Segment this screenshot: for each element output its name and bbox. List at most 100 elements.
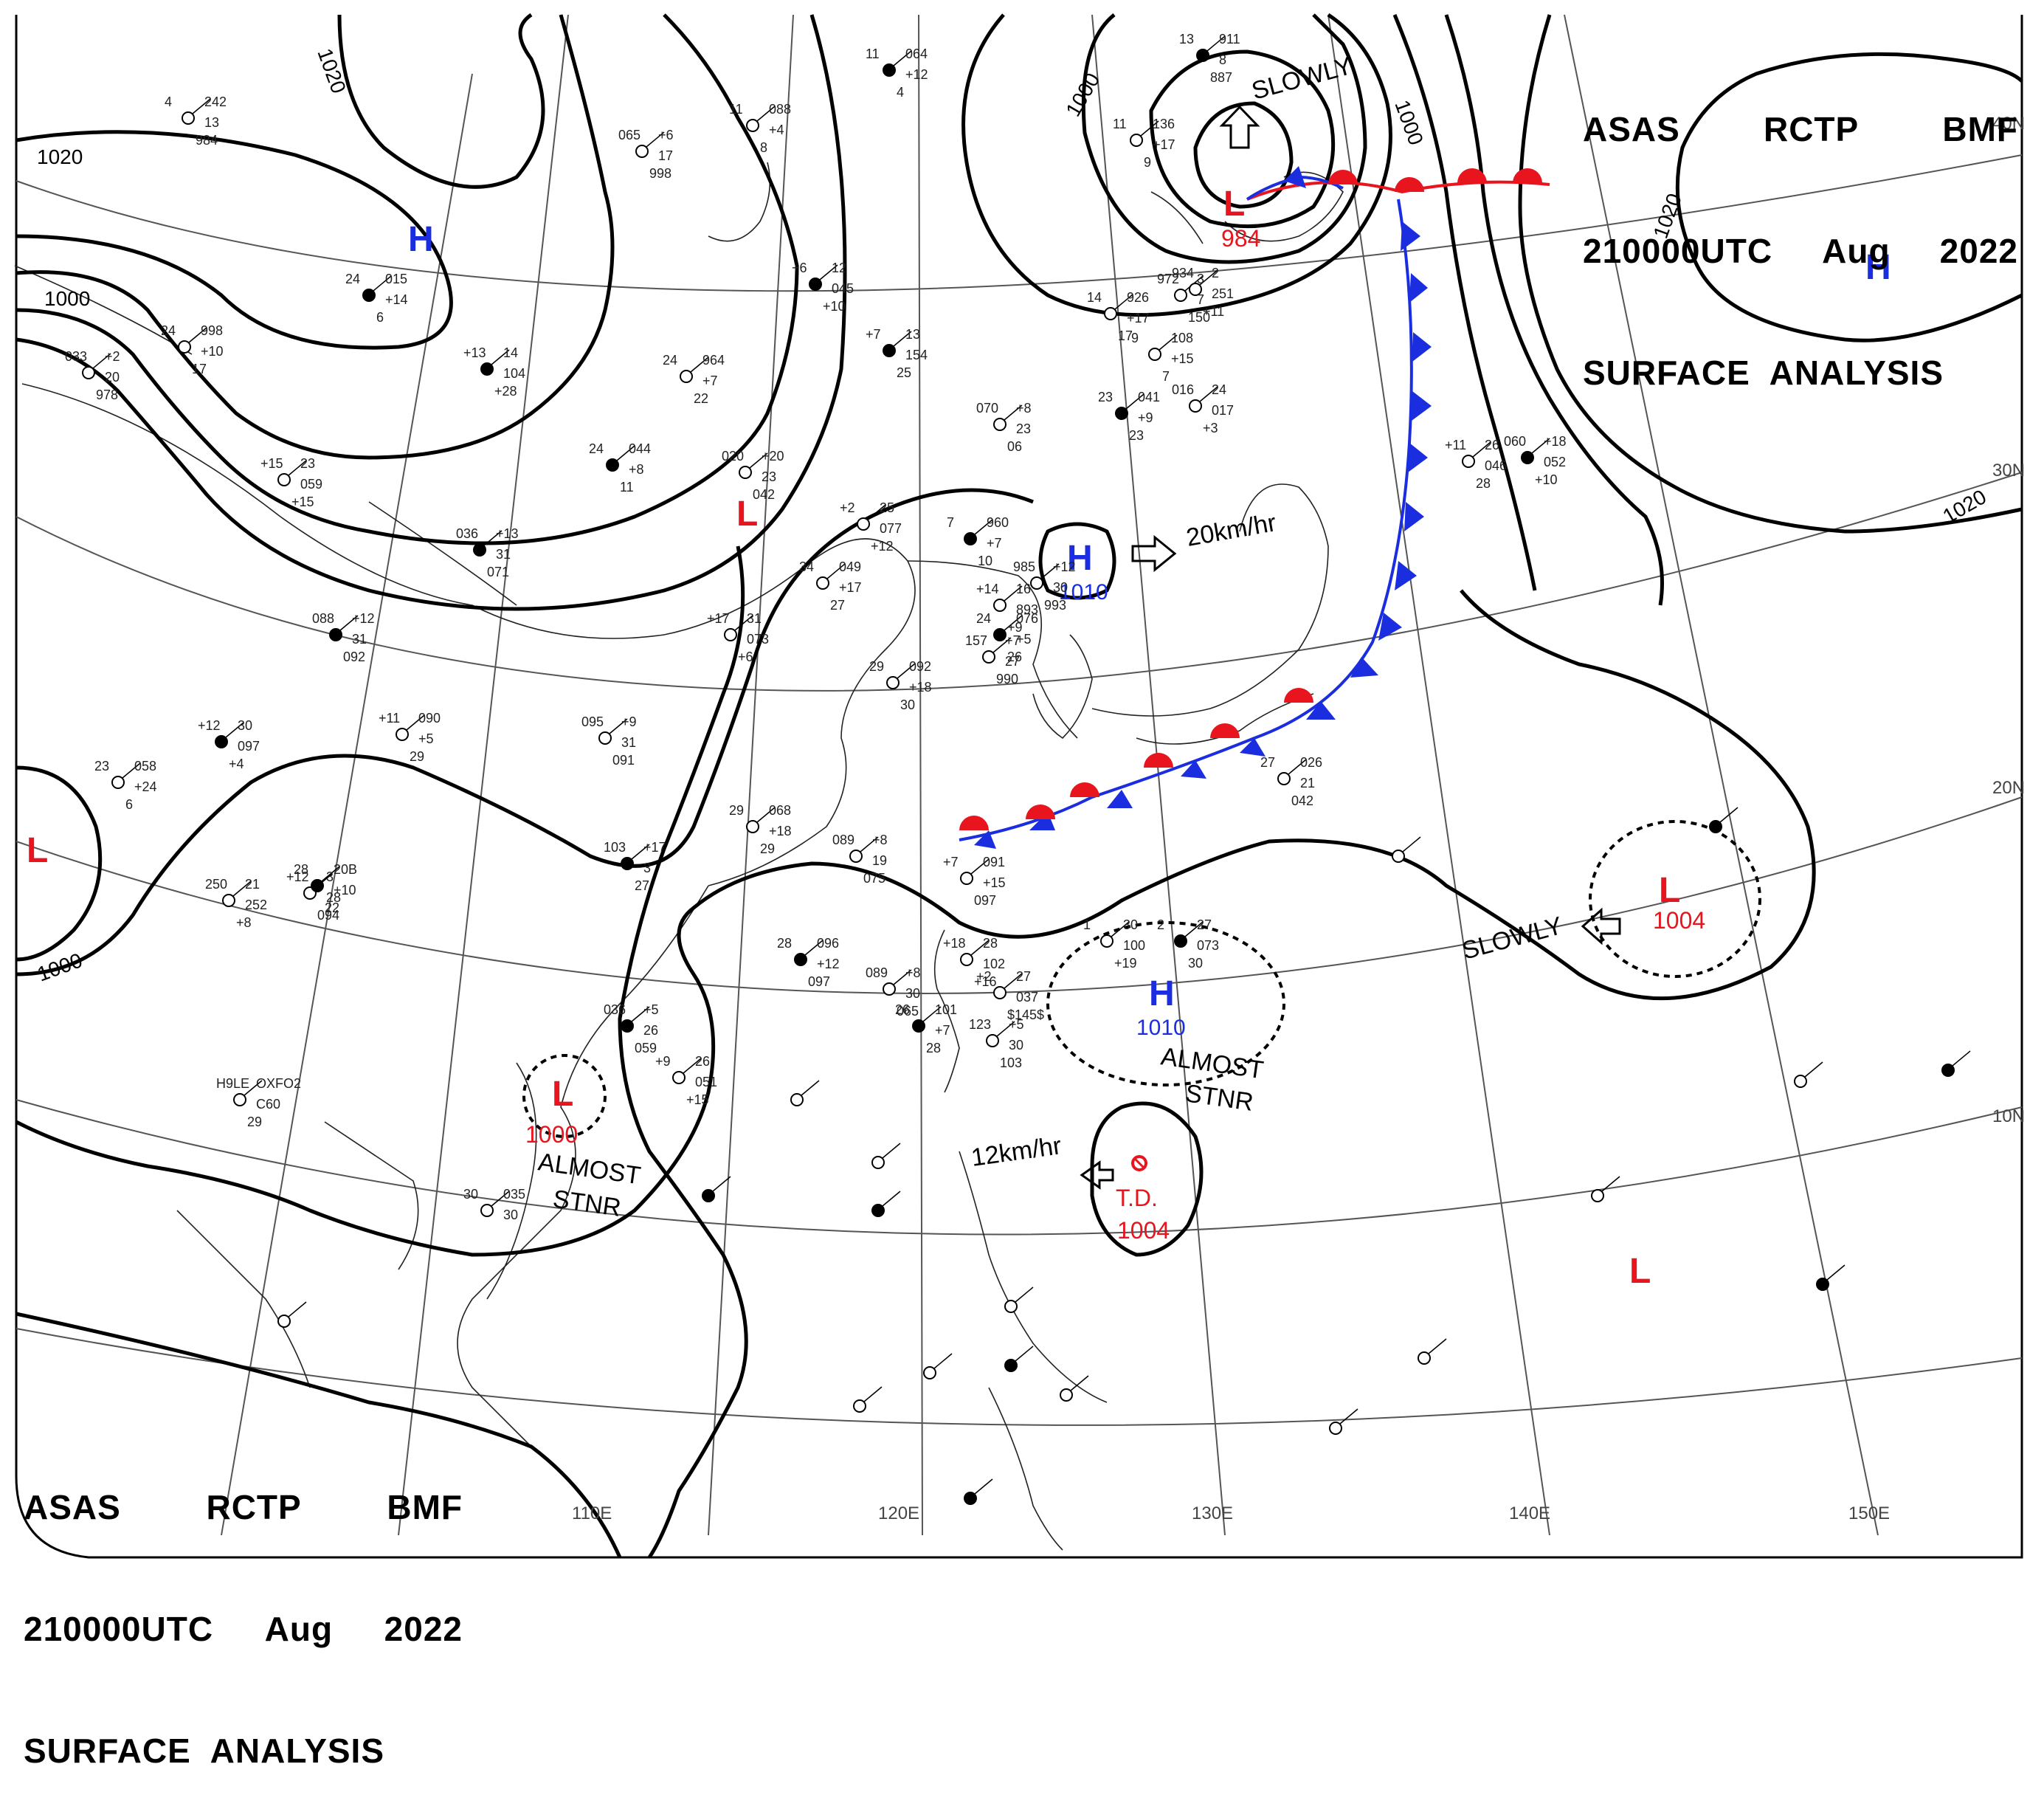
station-value: +18: [1544, 434, 1567, 449]
station-value: 17: [192, 362, 207, 376]
station-circle: [993, 599, 1007, 612]
station-value: 4: [897, 85, 904, 100]
station-circle: [480, 1204, 494, 1217]
station-circle: [178, 340, 191, 354]
station-circle: [621, 1019, 634, 1033]
wind-barb: [974, 1478, 993, 1495]
station-value: OXFO2: [256, 1076, 301, 1091]
wind-barb: [734, 615, 753, 631]
station-value: +8: [872, 833, 888, 847]
station-plot: [480, 1191, 510, 1217]
header-center: ASAS: [24, 1488, 121, 1526]
station-value: 077: [880, 521, 902, 536]
station-circle: [480, 362, 494, 376]
station-value: 978: [96, 387, 118, 402]
wind-barb: [1206, 35, 1226, 52]
wind-barb: [756, 106, 776, 122]
station-value: +8: [1016, 401, 1032, 416]
station-value: 17: [1118, 328, 1133, 343]
station-value: +3: [1203, 421, 1218, 435]
wind-barb: [1531, 438, 1550, 454]
station-value: 13: [905, 327, 920, 342]
station-value: 26: [895, 1002, 910, 1017]
station-value: 035: [503, 1187, 525, 1202]
station-value: 14: [503, 345, 518, 360]
stationary-label: STNR: [551, 1185, 623, 1222]
header-year: 2022: [1939, 232, 2018, 270]
station-value: 13: [204, 115, 219, 130]
station-value: 6: [125, 797, 133, 812]
station-value: +6: [792, 261, 807, 275]
station-circle: [746, 119, 759, 132]
station-value: 28: [926, 1041, 941, 1055]
station-value: 088: [312, 611, 334, 626]
wind-barb: [860, 836, 879, 852]
station-plot: [1115, 393, 1144, 420]
station-circle: [993, 418, 1007, 431]
station-plot: [871, 1143, 901, 1169]
station-value: 28: [777, 936, 792, 951]
station-value: 103: [1000, 1055, 1022, 1070]
wind-barb: [1952, 1050, 1971, 1067]
station-value: 21: [245, 877, 260, 892]
td-symbol: [1131, 1155, 1147, 1171]
station-circle: [982, 650, 995, 664]
station-plot: [1521, 438, 1550, 464]
station-value: +12: [871, 539, 894, 554]
wind-barb: [1428, 1338, 1447, 1354]
station-value: +12: [1053, 559, 1076, 574]
station-circle: [993, 986, 1007, 999]
station-value: +15: [686, 1092, 709, 1107]
station-value: 31: [747, 611, 762, 626]
station-value: 089: [832, 833, 854, 847]
station-value: 150: [1188, 310, 1210, 325]
station-value: +13: [496, 526, 519, 541]
station-value: 30: [1009, 1038, 1023, 1053]
station-value: 070: [976, 401, 998, 416]
station-plot: [680, 356, 709, 383]
station-plot: [480, 349, 510, 376]
station-value: 28: [1476, 476, 1491, 491]
station-value: 017: [1212, 403, 1234, 418]
station-value: 9: [1131, 331, 1139, 345]
wind-barb: [882, 1191, 901, 1207]
station-circle: [1174, 934, 1187, 948]
station-plot: [178, 327, 207, 354]
station-circle: [473, 543, 486, 557]
wind-barb: [1199, 386, 1218, 402]
station-value: +18: [909, 680, 932, 695]
station-value: 123: [969, 1017, 991, 1032]
station-value: 993: [1044, 598, 1066, 613]
station-value: +6: [738, 650, 753, 664]
lat-labels: 40N 30N 20N 10N: [1992, 114, 2025, 1126]
station-value: 29: [729, 803, 744, 818]
header-time: 210000UTC: [24, 1610, 214, 1648]
station-plot: [215, 722, 244, 748]
lon-label: 150E: [1848, 1503, 1890, 1523]
station-plot: [182, 98, 211, 125]
station-value: +16: [974, 974, 997, 989]
station-value: +17: [1127, 311, 1150, 325]
station-circle: [883, 344, 896, 357]
station-value: 12: [832, 261, 846, 275]
station-value: +5: [643, 1002, 659, 1017]
station-value: 097: [974, 893, 996, 908]
station-value: 24: [589, 441, 604, 456]
station-plot: [993, 973, 1023, 999]
station-value: +12: [286, 869, 309, 884]
station-value: 30: [1123, 917, 1138, 932]
station-circle: [82, 366, 95, 379]
station-plot: [1004, 1346, 1034, 1372]
station-circle: [1174, 289, 1187, 302]
station-value: +17: [643, 840, 666, 855]
station-value: 11: [1113, 117, 1127, 131]
coastlines: [14, 162, 1344, 1551]
isobar-label: 1020: [37, 145, 83, 168]
station-plot: [912, 1006, 942, 1033]
wind-barb: [690, 356, 709, 373]
station-circle: [746, 820, 759, 833]
wind-barb: [1159, 334, 1178, 351]
station-circle: [1816, 1278, 1829, 1291]
wind-barb: [826, 563, 846, 579]
